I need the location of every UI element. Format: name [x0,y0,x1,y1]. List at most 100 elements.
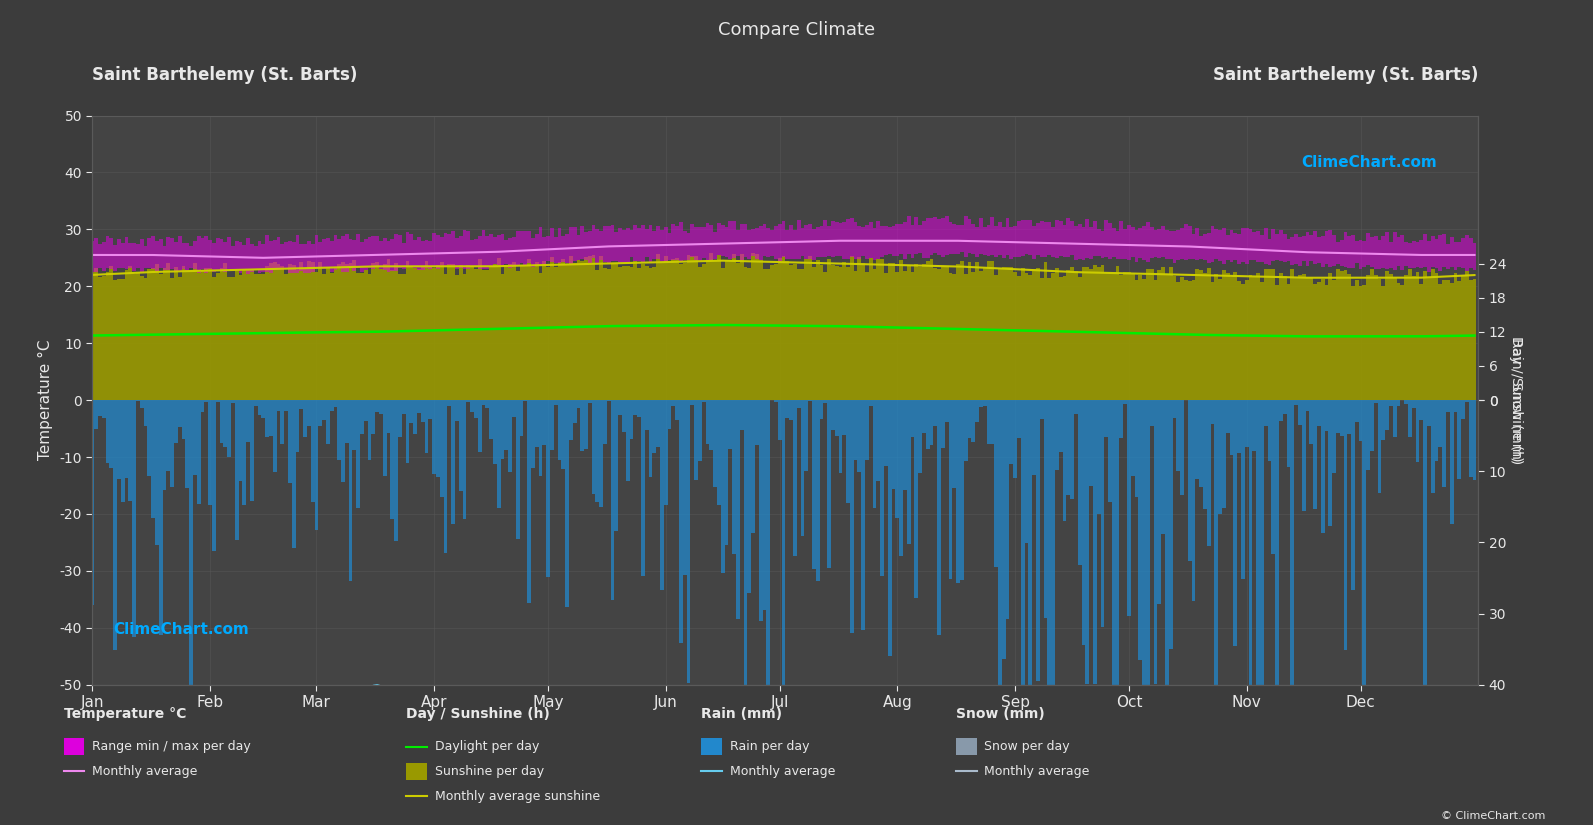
Bar [292,400,296,548]
Bar [223,243,228,271]
Bar [311,243,314,271]
Bar [212,243,215,271]
Bar [330,400,333,411]
Bar [1043,400,1047,618]
Bar [1128,224,1131,260]
Bar [1241,229,1244,262]
Bar [1348,236,1351,268]
Bar [250,400,253,501]
Bar [1373,400,1378,403]
Bar [1263,228,1268,264]
Bar [1373,275,1378,400]
Bar [1386,232,1389,270]
Bar [832,265,835,400]
Bar [671,259,675,400]
Bar [838,223,843,256]
Bar [660,263,664,400]
Bar [824,400,827,403]
Y-axis label: Day / Sunshine (h): Day / Sunshine (h) [1509,336,1523,464]
Bar [933,400,937,427]
Bar [1461,238,1466,268]
Bar [505,267,508,400]
Bar [573,227,577,261]
Bar [615,400,618,531]
Bar [906,266,911,400]
Text: Rain (mm): Rain (mm) [701,707,782,721]
Bar [725,260,728,400]
Bar [314,272,319,400]
Bar [1343,233,1348,267]
Bar [941,400,945,447]
Bar [577,260,580,400]
Bar [436,235,440,269]
Bar [720,225,725,256]
Bar [846,266,851,400]
Bar [1164,275,1169,400]
Bar [906,216,911,253]
Bar [1324,285,1329,400]
Bar [215,273,220,400]
Bar [166,237,170,270]
Bar [873,228,876,260]
Bar [1016,400,1021,438]
Bar [327,238,330,267]
Bar [975,227,980,257]
Bar [1271,269,1274,400]
Bar [1362,242,1367,267]
Bar [462,230,467,269]
Bar [1263,269,1268,400]
Bar [664,257,667,400]
Bar [1298,237,1301,266]
Bar [307,241,311,273]
Bar [819,266,824,400]
Bar [258,241,261,273]
Bar [585,232,588,260]
Bar [436,265,440,400]
Bar [1301,274,1306,400]
Bar [357,273,360,400]
Bar [1332,280,1337,400]
Bar [777,224,782,261]
Bar [591,256,596,400]
Bar [887,400,892,656]
Bar [604,226,607,262]
Bar [327,400,330,444]
Bar [272,262,277,400]
Bar [900,224,903,254]
Bar [851,400,854,633]
Bar [1257,400,1260,685]
Bar [1389,243,1392,268]
Bar [937,400,941,635]
Bar [1351,235,1356,268]
Bar [333,268,338,400]
Bar [1252,277,1257,400]
Bar [793,400,796,556]
Bar [1219,230,1222,261]
Bar [1435,400,1438,461]
Bar [1329,400,1332,526]
Bar [918,225,922,253]
Bar [322,400,327,420]
Bar [409,400,413,422]
Bar [1029,276,1032,400]
Bar [527,400,530,603]
Bar [352,240,357,271]
Bar [143,246,148,268]
Bar [215,400,220,402]
Bar [1309,277,1313,400]
Bar [398,234,401,267]
Bar [1074,226,1078,261]
Bar [151,268,155,400]
Bar [1419,284,1423,400]
Bar [478,259,481,400]
Bar [307,262,311,400]
Bar [926,262,930,400]
Bar [212,400,215,551]
Bar [585,257,588,400]
Bar [1469,280,1472,400]
Bar [851,257,854,400]
Bar [997,222,1002,255]
Bar [448,400,451,406]
Bar [983,268,986,400]
Bar [253,274,258,400]
